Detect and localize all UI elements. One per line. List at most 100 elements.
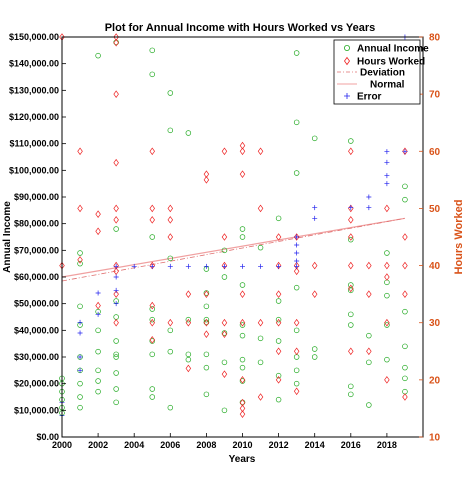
hours-point [366, 347, 372, 356]
income-point [149, 234, 156, 240]
legend-error-marker [344, 93, 350, 99]
income-point [293, 284, 300, 291]
x-tick-label: 2008 [196, 440, 216, 450]
income-point [348, 322, 354, 328]
income-point [293, 50, 300, 56]
hours-point [239, 376, 246, 384]
y-tick-left-label: $0.00 [36, 432, 59, 442]
hours-point [167, 216, 174, 224]
error-point [258, 263, 264, 269]
hours-point [257, 318, 264, 327]
hours-point [384, 204, 390, 213]
income-point [348, 287, 354, 294]
income-point [384, 356, 390, 363]
income-point [203, 364, 210, 371]
hours-point [293, 318, 300, 327]
hours-point [113, 33, 119, 41]
income-point [348, 138, 354, 144]
y-tick-left-label: $90,000.00 [14, 192, 59, 202]
hours-point [384, 261, 390, 270]
y-axis-right-label: Hours Worked [453, 200, 465, 275]
income-point [113, 351, 119, 358]
hours-point [185, 364, 192, 373]
x-axis: 2000 2002 2004 2006 2008 2010 2012 2014 2016 2018 [52, 433, 397, 450]
error-point [366, 205, 372, 211]
income-point [257, 335, 264, 342]
error-point [185, 263, 191, 269]
income-point [239, 364, 246, 371]
y-tick-left-label: $100,000.00 [9, 165, 59, 175]
hours-point [402, 393, 408, 401]
income-point [221, 274, 228, 280]
error-point [384, 159, 390, 165]
hours-point [185, 318, 192, 327]
hours-point [366, 290, 372, 298]
income-point [77, 250, 83, 256]
error-point [294, 234, 300, 240]
error-point [294, 263, 300, 269]
error-point [113, 274, 119, 280]
income-point [366, 359, 372, 366]
hours-point [402, 147, 408, 156]
y-tick-right-label: 80 [429, 33, 441, 44]
income-point [366, 332, 372, 339]
income-point [402, 183, 408, 190]
hours-point [402, 290, 408, 298]
income-point [402, 364, 408, 371]
hours-point [185, 290, 192, 298]
hours-point [77, 204, 83, 213]
income-point [384, 322, 390, 328]
income-point [293, 170, 300, 176]
left-axis: $0.00 $10,000.00 $20,000.00 $30,000.00 $40,0… [9, 32, 66, 442]
income-point [402, 308, 408, 315]
hours-point [149, 216, 155, 224]
hours-point [239, 410, 246, 418]
x-tick-label: 2012 [269, 440, 289, 450]
income-point [293, 119, 300, 126]
hours-point [257, 393, 264, 401]
error-point [312, 205, 318, 211]
hours-point [384, 318, 390, 327]
income-point [149, 316, 156, 323]
income-point [203, 351, 210, 358]
income-point [293, 367, 300, 374]
hours-point [77, 147, 83, 156]
hours-point [149, 318, 155, 327]
x-tick-label: 2018 [377, 440, 397, 450]
hours-point [293, 233, 300, 241]
error-point [167, 263, 173, 269]
income-point [77, 260, 83, 267]
income-point [113, 399, 119, 406]
hours-point [221, 318, 228, 327]
y-tick-left-label: $50,000.00 [14, 299, 59, 309]
hours-point [293, 347, 300, 356]
y-tick-left-label: $140,000.00 [9, 59, 59, 69]
income-point [402, 343, 408, 350]
hours-point [239, 170, 246, 178]
x-tick-label: 2004 [124, 440, 144, 450]
income-point [275, 372, 282, 379]
hours-point [275, 233, 282, 241]
income-point [311, 135, 318, 142]
x-tick-label: 2016 [341, 440, 361, 450]
income-point [239, 322, 246, 328]
income-point [95, 327, 101, 334]
hours-point [113, 204, 119, 213]
income-point [185, 130, 192, 136]
income-point [239, 282, 246, 288]
error-point [77, 354, 83, 360]
income-point [185, 351, 192, 358]
error-point [113, 287, 119, 293]
y-tick-left-label: $40,000.00 [14, 325, 59, 335]
y-axis-label: Annual Income [2, 201, 13, 273]
error-point [131, 263, 137, 269]
error-point [366, 194, 372, 200]
income-point [149, 351, 156, 358]
income-point [239, 226, 246, 232]
hours-point [239, 147, 246, 156]
hours-point [113, 38, 119, 47]
x-axis-label: Years [229, 454, 256, 465]
income-point [185, 356, 192, 363]
x-tick-label: 2014 [305, 440, 325, 450]
